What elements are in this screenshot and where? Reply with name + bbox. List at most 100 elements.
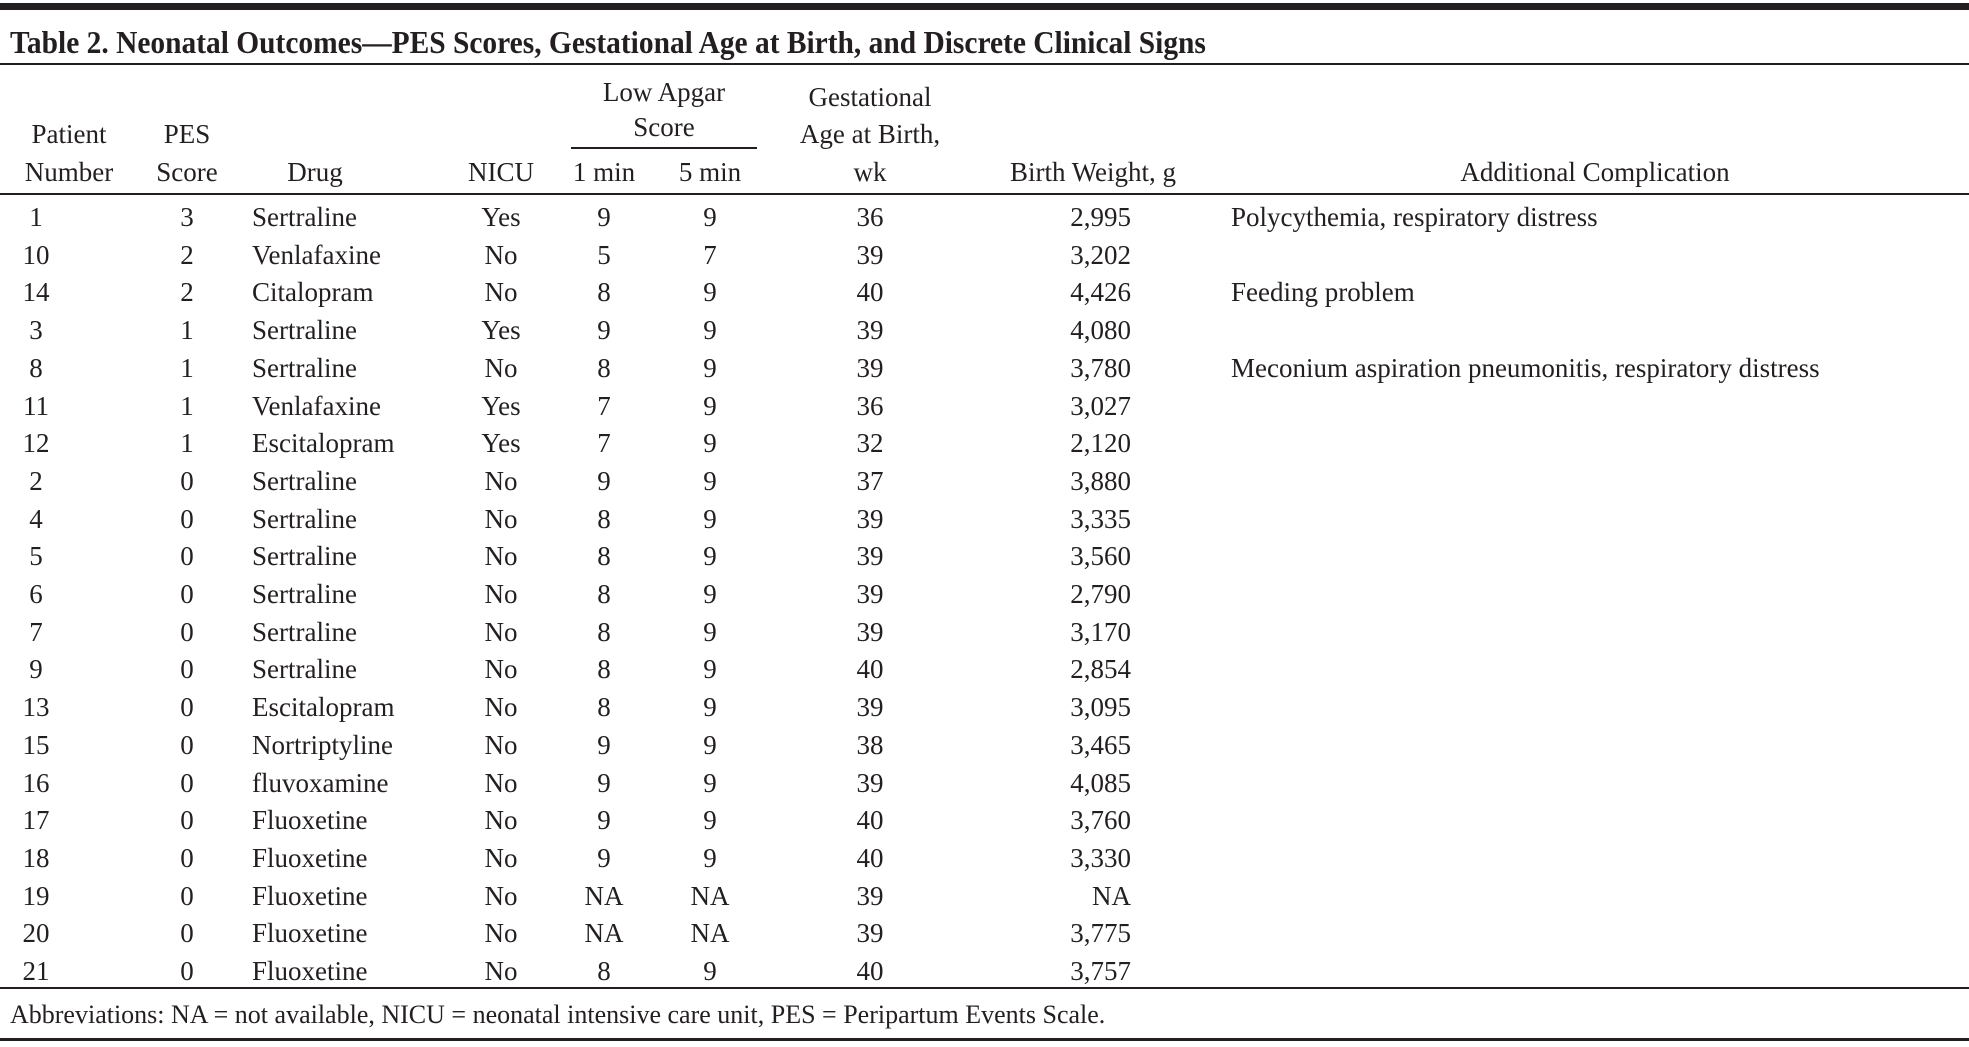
- cell-apgar-1min: NA: [584, 880, 624, 911]
- cell-pes-score: 1: [180, 390, 194, 421]
- cell-drug: Sertraline: [252, 616, 357, 647]
- cell-nicu: No: [484, 956, 518, 986]
- cell-gestational-age: 37: [856, 465, 884, 496]
- cell-patient-number: 18: [22, 842, 50, 873]
- cell-pes-score: 0: [180, 956, 194, 986]
- cell-drug: Sertraline: [252, 579, 357, 609]
- cell-gestational-age: 40: [856, 956, 884, 986]
- header-ga-line2: Age at Birth,: [799, 119, 941, 149]
- title-rule: [0, 63, 1969, 65]
- header-patient-line1: Patient: [31, 119, 107, 149]
- cell-drug: Venlafaxine: [252, 390, 381, 421]
- cell-pes-score: 0: [180, 465, 194, 496]
- cell-pes-score: 0: [180, 503, 194, 534]
- cell-nicu: Yes: [481, 315, 521, 346]
- cell-apgar-5min: 9: [703, 956, 717, 986]
- cell-birth-weight: 3,095: [1070, 692, 1131, 723]
- body-bottom-rule: [0, 987, 1969, 989]
- cell-drug: Venlafaxine: [252, 239, 381, 270]
- cell-drug: Fluoxetine: [252, 805, 368, 836]
- cell-nicu: No: [484, 352, 518, 383]
- cell-patient-number: 20: [22, 918, 50, 949]
- cell-drug: Fluoxetine: [252, 842, 368, 873]
- cell-nicu: No: [484, 842, 518, 873]
- cell-apgar-5min: 9: [703, 390, 717, 421]
- cell-gestational-age: 39: [856, 315, 884, 346]
- cell-complication: Polycythemia, respiratory distress: [1231, 202, 1598, 232]
- cell-pes-score: 2: [180, 277, 194, 308]
- cell-apgar-1min: 9: [597, 842, 611, 873]
- cell-apgar-5min: 9: [703, 541, 717, 572]
- cell-gestational-age: 36: [856, 202, 884, 232]
- cell-apgar-1min: 9: [597, 202, 611, 232]
- cell-nicu: No: [484, 918, 518, 949]
- cell-birth-weight: 2,120: [1070, 428, 1131, 459]
- cell-birth-weight: 3,880: [1070, 465, 1131, 496]
- cell-patient-number: 7: [29, 616, 43, 647]
- cell-patient-number: 17: [22, 805, 50, 836]
- header-apgar-line1: Low Apgar: [602, 77, 726, 107]
- header-nicu: NICU: [468, 157, 534, 187]
- cell-gestational-age: 39: [856, 239, 884, 270]
- cell-apgar-5min: 9: [703, 352, 717, 383]
- cell-pes-score: 1: [180, 315, 194, 346]
- cell-apgar-5min: NA: [690, 880, 730, 911]
- cell-apgar-1min: 9: [597, 315, 611, 346]
- cell-apgar-1min: 7: [597, 428, 611, 459]
- cell-birth-weight: 4,080: [1070, 315, 1131, 346]
- cell-drug: Sertraline: [252, 465, 357, 496]
- cell-gestational-age: 39: [856, 918, 884, 949]
- cell-apgar-1min: 8: [597, 616, 611, 647]
- cell-birth-weight: 3,775: [1070, 918, 1131, 949]
- cell-apgar-5min: 9: [703, 428, 717, 459]
- cell-nicu: No: [484, 767, 518, 798]
- cell-apgar-1min: 7: [597, 390, 611, 421]
- cell-apgar-5min: NA: [690, 918, 730, 949]
- cell-nicu: No: [484, 692, 518, 723]
- cell-birth-weight: 3,335: [1070, 503, 1131, 534]
- cell-pes-score: 0: [180, 654, 194, 685]
- cell-patient-number: 3: [29, 315, 43, 346]
- cell-apgar-1min: 9: [597, 465, 611, 496]
- cell-birth-weight: 3,330: [1070, 842, 1131, 873]
- cell-pes-score: 2: [180, 239, 194, 270]
- header-ga-line1: Gestational: [808, 82, 932, 112]
- cell-apgar-1min: 9: [597, 805, 611, 836]
- footnote: Abbreviations: NA = not available, NICU …: [10, 1000, 1106, 1029]
- cell-patient-number: 15: [22, 729, 50, 760]
- cell-drug: Fluoxetine: [252, 956, 368, 986]
- cell-apgar-5min: 9: [703, 465, 717, 496]
- cell-patient-number: 2: [29, 465, 43, 496]
- cell-nicu: No: [484, 277, 518, 308]
- cell-patient-number: 4: [29, 503, 43, 534]
- cell-drug: Nortriptyline: [252, 729, 393, 760]
- cell-birth-weight: 3,560: [1070, 541, 1131, 572]
- cell-gestational-age: 32: [856, 428, 884, 459]
- header-birth-weight: Birth Weight, g: [1009, 157, 1177, 187]
- cell-drug: Escitalopram: [252, 692, 395, 723]
- cell-apgar-5min: 7: [703, 239, 717, 270]
- bottom-rule: [0, 1038, 1969, 1041]
- cell-pes-score: 0: [180, 918, 194, 949]
- cell-gestational-age: 39: [856, 352, 884, 383]
- cell-patient-number: 10: [22, 239, 50, 270]
- cell-gestational-age: 39: [856, 692, 884, 723]
- cell-gestational-age: 36: [856, 390, 884, 421]
- cell-pes-score: 0: [180, 541, 194, 572]
- cell-nicu: No: [484, 616, 518, 647]
- cell-apgar-1min: 8: [597, 541, 611, 572]
- cell-patient-number: 8: [29, 352, 43, 383]
- cell-apgar-1min: 8: [597, 277, 611, 308]
- cell-apgar-5min: 9: [703, 202, 717, 232]
- cell-patient-number: 11: [23, 390, 49, 421]
- cell-pes-score: 0: [180, 579, 194, 609]
- header-apgar-5min: 5 min: [678, 157, 742, 187]
- cell-apgar-1min: 8: [597, 579, 611, 609]
- cell-drug: Escitalopram: [252, 428, 395, 459]
- cell-gestational-age: 40: [856, 654, 884, 685]
- cell-drug: Fluoxetine: [252, 880, 368, 911]
- cell-apgar-1min: 8: [597, 956, 611, 986]
- cell-drug: Citalopram: [252, 277, 374, 308]
- cell-complication: Meconium aspiration pneumonitis, respira…: [1231, 352, 1820, 383]
- header-pes-line2: Score: [156, 157, 218, 187]
